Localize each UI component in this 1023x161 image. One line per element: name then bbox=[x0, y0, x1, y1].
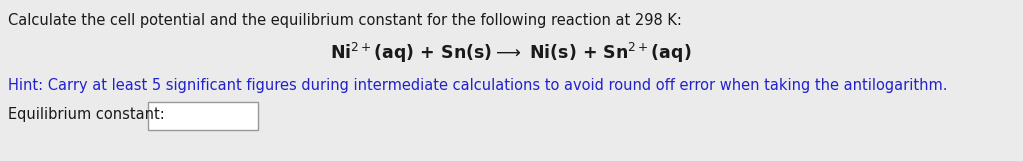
Text: Calculate the cell potential and the equilibrium constant for the following reac: Calculate the cell potential and the equ… bbox=[8, 13, 682, 28]
Text: Equilibrium constant:: Equilibrium constant: bbox=[8, 106, 165, 122]
Text: Ni$^{2+}$(aq) + Sn(s)$\longrightarrow$ Ni(s) + Sn$^{2+}$(aq): Ni$^{2+}$(aq) + Sn(s)$\longrightarrow$ N… bbox=[330, 41, 692, 65]
FancyBboxPatch shape bbox=[148, 102, 258, 130]
Text: Hint: Carry at least 5 significant figures during intermediate calculations to a: Hint: Carry at least 5 significant figur… bbox=[8, 78, 947, 93]
